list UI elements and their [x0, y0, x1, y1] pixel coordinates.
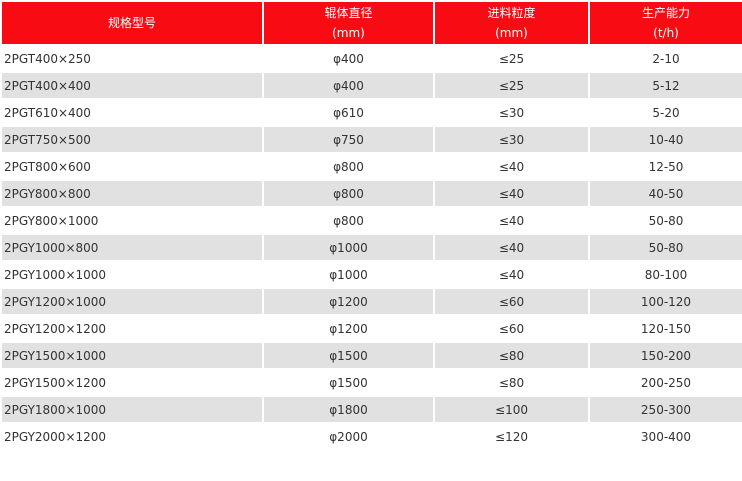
table-row: 2PGY1500×1000 φ1500 ≤80 150-200 — [0, 341, 742, 370]
table-cell: 2PGT400×400 — [0, 71, 264, 100]
table-cell: 2PGY1800×1000 — [0, 395, 264, 424]
table-cell: ≤100 — [433, 395, 590, 424]
table-cell: 120-150 — [588, 314, 742, 343]
table-cell: 40-50 — [588, 179, 742, 208]
table-cell: ≤25 — [433, 71, 590, 100]
table-cell: 5-20 — [588, 98, 742, 127]
table-cell: ≤40 — [433, 179, 590, 208]
table-cell: ≤40 — [433, 206, 590, 235]
table-cell: 2PGT400×250 — [0, 44, 264, 73]
table-cell: 150-200 — [588, 341, 742, 370]
header-label: 进料粒度 — [487, 6, 536, 20]
table-cell: ≤30 — [433, 125, 590, 154]
table-cell: 2PGT750×500 — [0, 125, 264, 154]
header-label: 生产能力 — [641, 6, 690, 20]
table-cell: φ1000 — [262, 233, 435, 262]
table-cell: 2PGY1000×800 — [0, 233, 264, 262]
table-cell: ≤40 — [433, 260, 590, 289]
header-row: 规格型号 辊体直径 (mm) 进料粒度 (mm) 生产能力 (t/h) — [0, 0, 742, 46]
table-cell: φ1000 — [262, 260, 435, 289]
table-cell: 2PGY1200×1000 — [0, 287, 264, 316]
table-cell: φ2000 — [262, 422, 435, 451]
table-cell: 50-80 — [588, 233, 742, 262]
table-cell: 2PGY1500×1000 — [0, 341, 264, 370]
table-row: 2PGT750×500 φ750 ≤30 10-40 — [0, 125, 742, 154]
table-cell: φ1200 — [262, 287, 435, 316]
table-cell: ≤30 — [433, 98, 590, 127]
table-row: 2PGY2000×1200 φ2000 ≤120 300-400 — [0, 422, 742, 451]
table-cell: 2PGY2000×1200 — [0, 422, 264, 451]
table-cell: 2PGY800×800 — [0, 179, 264, 208]
column-header: 规格型号 — [0, 0, 264, 46]
table-cell: 200-250 — [588, 368, 742, 397]
table-cell: ≤80 — [433, 368, 590, 397]
table-cell: 5-12 — [588, 71, 742, 100]
table-cell: 80-100 — [588, 260, 742, 289]
table-cell: 2PGY1000×1000 — [0, 260, 264, 289]
header-unit: (t/h) — [653, 26, 679, 40]
table-row: 2PGY1200×1000 φ1200 ≤60 100-120 — [0, 287, 742, 316]
table-row: 2PGT610×400 φ610 ≤30 5-20 — [0, 98, 742, 127]
table-cell: φ750 — [262, 125, 435, 154]
table-cell: φ1200 — [262, 314, 435, 343]
table-cell: 12-50 — [588, 152, 742, 181]
table-cell: φ400 — [262, 71, 435, 100]
table-cell: ≤60 — [433, 287, 590, 316]
table-cell: φ800 — [262, 179, 435, 208]
table-cell: φ1800 — [262, 395, 435, 424]
table-row: 2PGY1200×1200 φ1200 ≤60 120-150 — [0, 314, 742, 343]
column-header: 辊体直径 (mm) — [262, 0, 435, 46]
table-cell: 100-120 — [588, 287, 742, 316]
table-row: 2PGY1000×1000 φ1000 ≤40 80-100 — [0, 260, 742, 289]
table-cell: ≤60 — [433, 314, 590, 343]
table-cell: φ400 — [262, 44, 435, 73]
table-row: 2PGT800×600 φ800 ≤40 12-50 — [0, 152, 742, 181]
table-cell: φ1500 — [262, 368, 435, 397]
table-row: 2PGY1500×1200 φ1500 ≤80 200-250 — [0, 368, 742, 397]
spec-table: 规格型号 辊体直径 (mm) 进料粒度 (mm) 生产能力 (t/h) 2PGT400×25… — [0, 0, 742, 451]
header-unit: (mm) — [332, 26, 365, 40]
table-cell: 250-300 — [588, 395, 742, 424]
table-cell: ≤40 — [433, 233, 590, 262]
table-cell: ≤80 — [433, 341, 590, 370]
table-cell: φ610 — [262, 98, 435, 127]
table-cell: 2PGY800×1000 — [0, 206, 264, 235]
table-cell: ≤25 — [433, 44, 590, 73]
table-row: 2PGT400×250 φ400 ≤25 2-10 — [0, 44, 742, 73]
table-cell: φ1500 — [262, 341, 435, 370]
column-header: 进料粒度 (mm) — [433, 0, 590, 46]
table-row: 2PGY1800×1000 φ1800 ≤100 250-300 — [0, 395, 742, 424]
table-cell: 2PGT800×600 — [0, 152, 264, 181]
header-unit: (mm) — [495, 26, 528, 40]
table-cell: 2PGY1200×1200 — [0, 314, 264, 343]
table-row: 2PGY800×1000 φ800 ≤40 50-80 — [0, 206, 742, 235]
table-row: 2PGY800×800 φ800 ≤40 40-50 — [0, 179, 742, 208]
table-cell: 2PGY1500×1200 — [0, 368, 264, 397]
table-cell: φ800 — [262, 206, 435, 235]
table-row: 2PGT400×400 φ400 ≤25 5-12 — [0, 71, 742, 100]
table-cell: 50-80 — [588, 206, 742, 235]
table-cell: 300-400 — [588, 422, 742, 451]
header-label: 规格型号 — [107, 16, 156, 30]
column-header: 生产能力 (t/h) — [588, 0, 742, 46]
table-cell: 10-40 — [588, 125, 742, 154]
table-cell: 2PGT610×400 — [0, 98, 264, 127]
table-cell: φ800 — [262, 152, 435, 181]
table-cell: 2-10 — [588, 44, 742, 73]
header-label: 辊体直径 — [324, 6, 373, 20]
table-cell: ≤120 — [433, 422, 590, 451]
table-row: 2PGY1000×800 φ1000 ≤40 50-80 — [0, 233, 742, 262]
table-cell: ≤40 — [433, 152, 590, 181]
